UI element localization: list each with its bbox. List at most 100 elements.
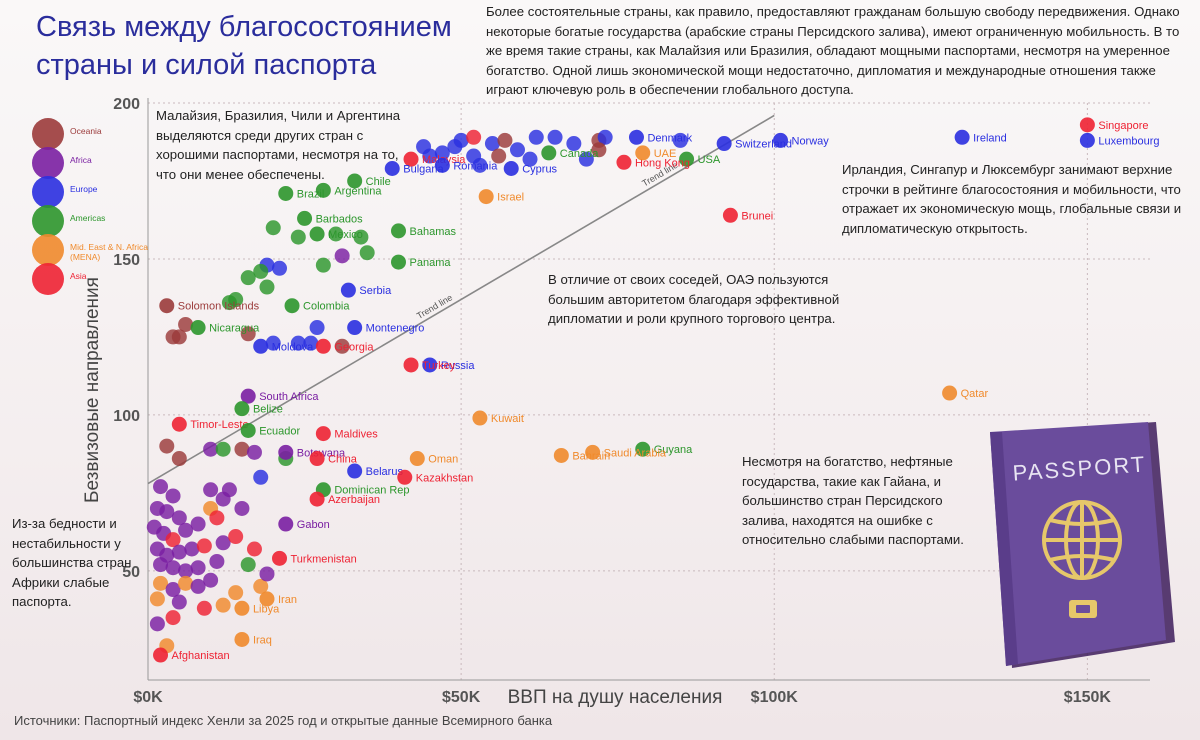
y-tick-label: 100 — [113, 408, 140, 425]
data-point-azerbaijan — [309, 491, 325, 507]
globe-icon — [1042, 500, 1122, 580]
legend-item: Asia — [32, 261, 142, 295]
data-point — [491, 148, 507, 164]
data-point — [422, 148, 438, 164]
data-point-brunei — [722, 207, 738, 223]
point-label: USA — [698, 154, 721, 166]
legend-item: Mid. East & N. Africa (MENA) — [32, 232, 148, 266]
point-label: Guyana — [654, 444, 693, 456]
y-tick-label: 50 — [122, 564, 140, 581]
data-point — [290, 335, 306, 351]
data-point-canada — [541, 145, 557, 161]
point-label: Israel — [497, 192, 524, 204]
data-point — [240, 326, 256, 342]
point-label: Nicaragua — [209, 323, 260, 335]
data-point-malaysia — [403, 151, 419, 167]
point-label: Brunei — [741, 210, 773, 222]
data-point-china — [309, 451, 325, 467]
data-point — [165, 610, 181, 626]
point-label: Bulgaria — [403, 163, 444, 175]
annotation-uae: В отличие от своих соседей, ОАЭ пользуют… — [548, 272, 840, 326]
data-point — [240, 270, 256, 286]
data-point — [265, 335, 281, 351]
data-point-chile — [347, 173, 363, 189]
data-point-ecuador — [240, 422, 256, 438]
data-point-libya — [234, 600, 250, 616]
legend-label: Asia — [70, 271, 87, 281]
data-point — [566, 136, 582, 152]
data-point — [578, 151, 594, 167]
data-point — [190, 516, 206, 532]
annotation-gulf: Несмотря на богатство, нефтяные государс… — [742, 454, 964, 547]
data-point — [153, 575, 169, 591]
data-point-qatar — [942, 385, 958, 401]
data-point — [178, 563, 194, 579]
data-point — [149, 591, 165, 607]
point-label: Maldives — [334, 429, 378, 441]
point-label: Iraq — [253, 634, 272, 646]
data-point-russia — [422, 357, 438, 373]
point-label: Georgia — [334, 341, 374, 353]
data-point — [672, 132, 688, 148]
data-point-afghanistan — [153, 647, 169, 663]
point-label: Canada — [560, 148, 599, 160]
x-axis-label: ВВП на душу населения — [508, 687, 723, 708]
data-point-moldova — [253, 338, 269, 354]
legend-swatch — [32, 176, 64, 208]
annotation-malaysia: Малайзия, Бразилия, Чили и Аргентина выд… — [156, 108, 401, 182]
legend-swatch — [32, 147, 64, 179]
legend-label: Europe — [70, 184, 98, 194]
data-point — [246, 541, 262, 557]
data-point — [303, 335, 319, 351]
data-point — [203, 441, 219, 457]
data-point — [334, 248, 350, 264]
data-point — [165, 582, 181, 598]
point-label: Qatar — [961, 388, 989, 400]
data-point — [253, 263, 269, 279]
legend: Oceania Africa Europe Americas Mid. East & N… — [32, 116, 148, 295]
point-label: Timor-Leste — [190, 419, 248, 431]
point-label: Luxembourg — [1098, 135, 1159, 147]
data-point-luxembourg — [1079, 132, 1095, 148]
data-point-cyprus — [503, 160, 519, 176]
data-point — [453, 132, 469, 148]
data-point-romania — [434, 157, 450, 173]
data-point — [190, 578, 206, 594]
annotation-ireland: Ирландия, Сингапур и Люксембург занимают… — [842, 162, 1182, 236]
legend-item: Oceania — [32, 116, 142, 150]
point-label: Cyprus — [522, 163, 557, 175]
point-label: Colombia — [303, 301, 350, 313]
data-point-brazil — [278, 185, 294, 201]
point-label: Argentina — [334, 185, 382, 197]
legend-item: Americas — [32, 203, 142, 237]
point-label: South Africa — [259, 391, 319, 403]
data-point — [591, 142, 607, 158]
data-point — [178, 575, 194, 591]
point-label: Panama — [410, 257, 452, 269]
point-label: Oman — [428, 454, 458, 466]
legend-item: Europe — [32, 174, 142, 208]
point-label: UAE — [654, 148, 677, 160]
point-label: Ecuador — [259, 425, 300, 437]
point-label: Gabon — [297, 519, 330, 531]
data-point — [328, 226, 344, 242]
data-point-panama — [391, 254, 406, 270]
data-point — [290, 229, 306, 245]
data-point-nicaragua — [190, 320, 206, 336]
data-point — [522, 151, 538, 167]
data-point — [484, 136, 500, 152]
annotation-africa: Из-за бедности и нестабильности у больши… — [12, 516, 132, 609]
data-point — [190, 560, 206, 576]
data-point-maldives — [315, 426, 331, 442]
point-label: Azerbaijan — [328, 494, 380, 506]
data-point — [246, 444, 262, 460]
data-point-kuwait — [472, 410, 488, 426]
data-point — [228, 585, 244, 601]
legend-label: Americas — [70, 213, 106, 223]
legend-label: Africa — [70, 155, 92, 165]
page-title: Связь между благосостоянием страны и сил… — [36, 11, 452, 81]
data-point — [309, 320, 325, 336]
data-point — [178, 316, 194, 332]
point-label: Ireland — [973, 132, 1007, 144]
